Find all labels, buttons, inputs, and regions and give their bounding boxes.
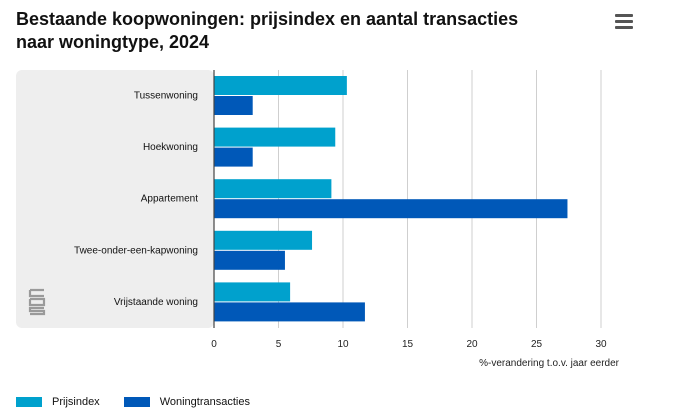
category-band [16,70,214,328]
legend-item-woningtransacties[interactable]: Woningtransacties [123,396,250,408]
category-label-tussenwoning: Tussenwoning [134,91,198,102]
bar-woningtransacties-hoekwoning[interactable] [214,147,253,167]
cbs-logo-icon [28,288,46,316]
x-tick-label-15: 15 [402,339,414,350]
x-tick-label-0: 0 [211,339,217,350]
x-tick-labels: 0 5 10 15 20 25 30 [211,339,607,350]
bar-prijsindex-tussenwoning[interactable] [214,76,347,95]
chart-title-line1: Bestaande koopwoningen: prijsindex en aa… [16,9,519,29]
legend-label-woningtransacties: Woningtransacties [159,396,250,408]
bar-prijsindex-appartement[interactable] [214,179,332,199]
chart-title-line2: naar woningtype, 2024 [16,32,210,52]
bar-woningtransacties-twee-onder-een-kapwoning[interactable] [214,250,285,270]
legend-swatch-woningtransacties [123,397,150,407]
bars [214,76,568,322]
category-label-twee-onder-een-kapwoning: Twee-onder-een-kapwoning [74,245,198,256]
chart-title: Bestaande koopwoningen: prijsindex en aa… [16,8,576,54]
x-tick-label-25: 25 [531,339,543,350]
bar-prijsindex-vrijstaande-woning[interactable] [214,282,291,302]
legend-item-prijsindex[interactable]: Prijsindex [16,396,100,408]
bar-woningtransacties-tussenwoning[interactable] [214,96,253,115]
bar-woningtransacties-appartement[interactable] [214,199,568,219]
x-tick-label-5: 5 [276,339,282,350]
hamburger-menu-icon[interactable] [612,14,636,34]
category-label-vrijstaande-woning: Vrijstaande woning [114,297,198,308]
gridlines [278,70,602,328]
x-tick-label-20: 20 [466,339,478,350]
legend-label-prijsindex: Prijsindex [52,396,100,408]
x-tick-label-30: 30 [595,339,607,350]
legend-swatch-prijsindex [16,397,42,407]
x-tick-label-10: 10 [337,339,349,350]
bar-prijsindex-hoekwoning[interactable] [214,127,336,147]
category-label-hoekwoning: Hoekwoning [143,142,198,153]
x-axis-title: %-verandering t.o.v. jaar eerder [479,358,620,369]
category-labels: Tussenwoning Hoekwoning Appartement Twee-on… [74,91,198,308]
bar-chart: Tussenwoning Hoekwoning Appartement Twee-on… [16,70,620,369]
legend: Prijsindex Woningtransacties [16,396,274,408]
bar-woningtransacties-vrijstaande-woning[interactable] [214,302,365,322]
bar-prijsindex-twee-onder-een-kapwoning[interactable] [214,230,313,250]
category-label-appartement: Appartement [141,194,198,205]
